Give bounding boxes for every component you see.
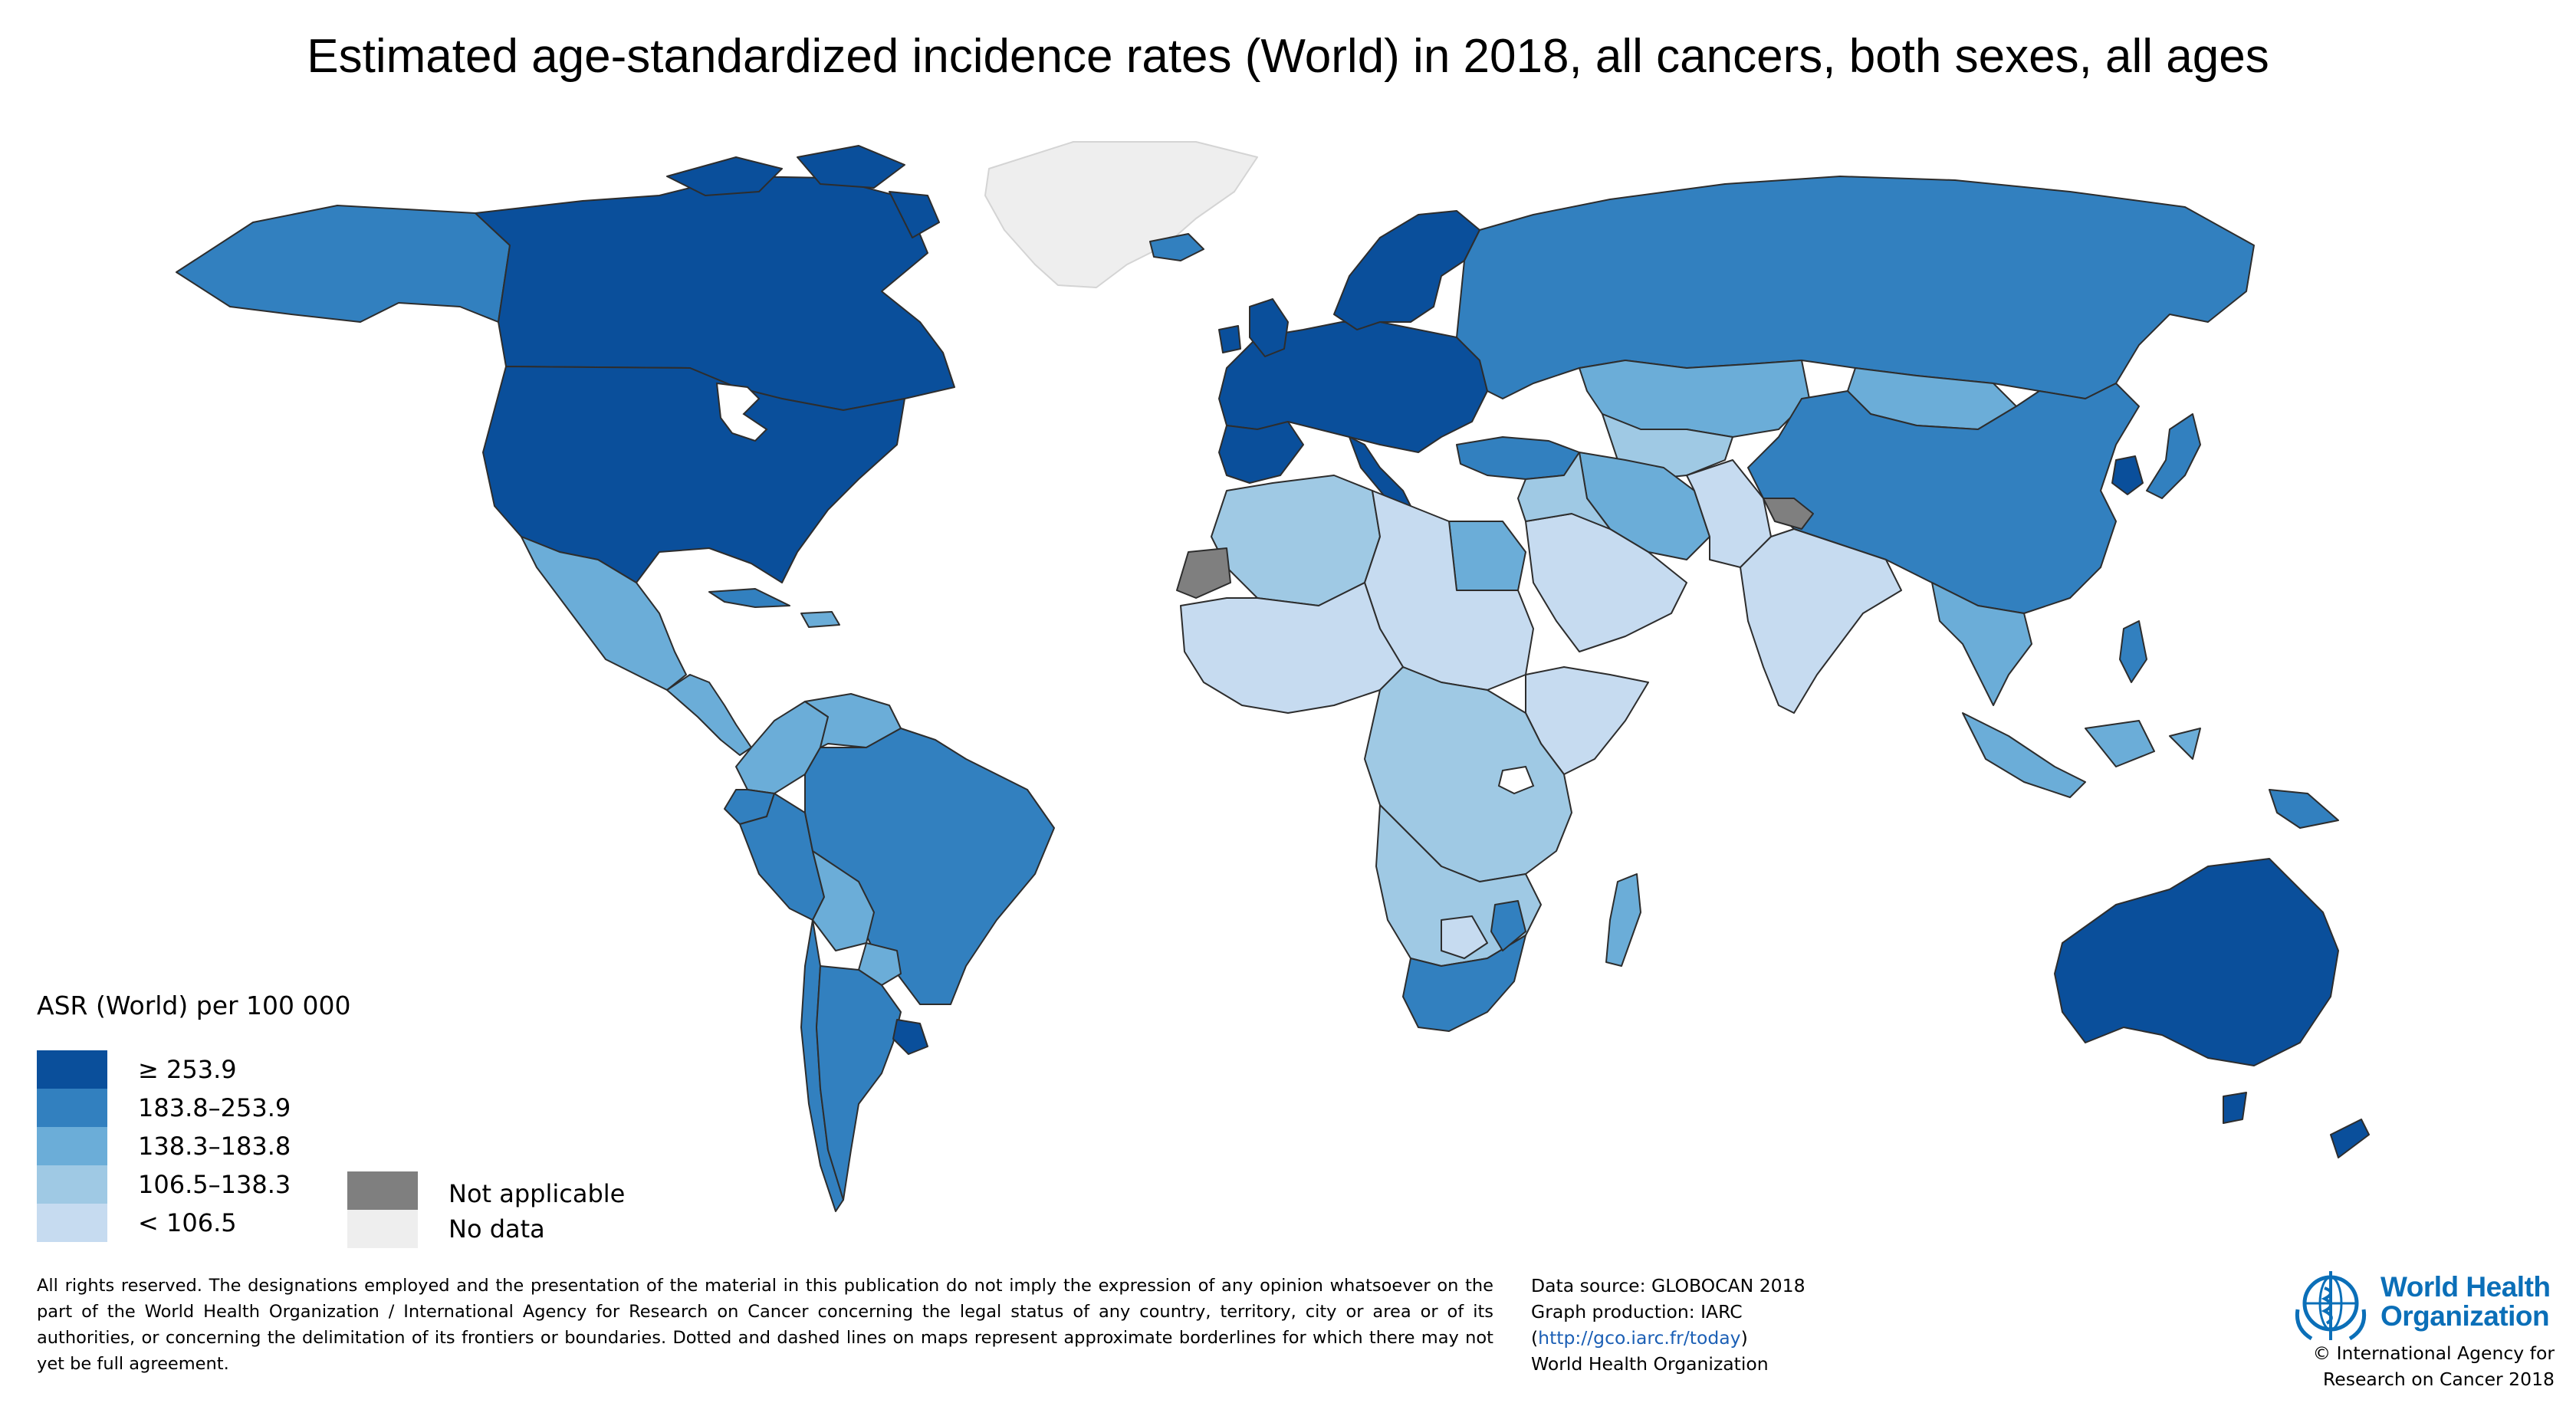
- region-uruguay[interactable]: [892, 1019, 928, 1055]
- legend-swatch-3: [37, 1127, 107, 1165]
- legend-label-4: 106.5–138.3: [138, 1170, 291, 1199]
- legend-swatch-no-data: [347, 1210, 418, 1248]
- legend-label-3: 138.3–183.8: [138, 1132, 291, 1161]
- region-japan[interactable]: [2146, 413, 2201, 499]
- region-argentina[interactable]: [816, 965, 902, 1201]
- who-emblem-icon: [2295, 1271, 2367, 1341]
- region-north-africa-west[interactable]: [1211, 475, 1381, 606]
- region-bolivia[interactable]: [812, 850, 875, 951]
- region-scandinavia[interactable]: [1333, 210, 1480, 330]
- copyright: © International Agency for Research on C…: [2233, 1340, 2555, 1392]
- legend-label-2: 183.8–253.9: [138, 1093, 291, 1122]
- region-india[interactable]: [1740, 528, 1902, 714]
- region-mozambique[interactable]: [1490, 900, 1526, 951]
- region-botswana[interactable]: [1441, 915, 1488, 959]
- graph-production: Graph production: IARC: [1531, 1301, 1743, 1322]
- who-name: World Health Organization: [2380, 1273, 2551, 1331]
- data-source-block: Data source: GLOBOCAN 2018 Graph product…: [1531, 1273, 1853, 1377]
- lake-great-lakes: [715, 382, 768, 442]
- legend-swatch-4: [37, 1165, 107, 1204]
- region-south-africa[interactable]: [1402, 935, 1526, 1032]
- region-west-africa[interactable]: [1180, 582, 1404, 714]
- legend-label-no-data: No data: [449, 1214, 545, 1244]
- legend-title: ASR (World) per 100 000: [37, 991, 351, 1020]
- map-legend: ASR (World) per 100 000 ≥ 253.9 183.8–25…: [37, 991, 727, 1267]
- region-madagascar[interactable]: [1605, 873, 1641, 967]
- region-iberia[interactable]: [1218, 421, 1304, 484]
- region-central-america[interactable]: [666, 674, 752, 756]
- region-turkey[interactable]: [1456, 436, 1580, 480]
- copyright-line-1: © International Agency for: [2312, 1342, 2555, 1364]
- region-cuba[interactable]: [708, 588, 790, 608]
- region-indonesia[interactable]: [1962, 712, 2201, 798]
- region-canadian-arctic-islands[interactable]: [666, 145, 940, 238]
- legend-label-1: ≥ 253.9: [138, 1055, 237, 1084]
- legend-swatch-2: [37, 1089, 107, 1127]
- region-australia[interactable]: [2054, 858, 2339, 1066]
- legend-swatch-1: [37, 1050, 107, 1089]
- region-russia[interactable]: [1456, 176, 2255, 399]
- region-iraq-syria[interactable]: [1517, 452, 1611, 530]
- source-url-line: (http://gco.iarc.fr/today): [1531, 1327, 1748, 1349]
- region-kashmir[interactable]: [1763, 498, 1814, 530]
- region-philippines[interactable]: [2119, 620, 2147, 683]
- who-logo: World Health Organization: [2288, 1263, 2561, 1348]
- region-hispaniola[interactable]: [800, 611, 840, 628]
- region-iceland[interactable]: [1149, 233, 1204, 261]
- region-papua-new-guinea[interactable]: [2269, 789, 2339, 829]
- disclaimer-text: All rights reserved. The designations em…: [37, 1276, 1493, 1374]
- who-name-line-1: World Health: [2380, 1271, 2551, 1303]
- legend-swatch-not-applicable: [347, 1171, 418, 1210]
- region-new-zealand[interactable]: [2330, 1119, 2370, 1158]
- region-korea[interactable]: [2111, 455, 2144, 495]
- region-uk-ireland[interactable]: [1218, 298, 1289, 357]
- legend-label-5: < 106.5: [138, 1208, 237, 1237]
- region-greenland[interactable]: [984, 141, 1258, 288]
- region-paraguay[interactable]: [858, 942, 902, 986]
- region-egypt[interactable]: [1448, 521, 1526, 591]
- legend-swatch-5: [37, 1204, 107, 1242]
- source-org: World Health Organization: [1531, 1353, 1769, 1375]
- map-title: Estimated age-standardized incidence rat…: [307, 30, 2269, 83]
- who-name-line-2: Organization: [2380, 1300, 2550, 1332]
- region-brazil[interactable]: [804, 728, 1055, 1005]
- lake-victoria: [1497, 765, 1535, 795]
- world-map[interactable]: [0, 115, 2576, 1234]
- source-url-link[interactable]: http://gco.iarc.fr/today: [1538, 1327, 1741, 1349]
- legend-label-not-applicable: Not applicable: [449, 1179, 626, 1208]
- data-source: Data source: GLOBOCAN 2018: [1531, 1275, 1806, 1296]
- region-tasmania[interactable]: [2223, 1092, 2247, 1124]
- region-western-sahara[interactable]: [1176, 547, 1231, 599]
- region-southeast-asia[interactable]: [1931, 582, 2032, 706]
- region-mexico[interactable]: [521, 536, 687, 691]
- region-alaska[interactable]: [176, 205, 511, 323]
- copyright-line-2: Research on Cancer 2018: [2322, 1368, 2555, 1390]
